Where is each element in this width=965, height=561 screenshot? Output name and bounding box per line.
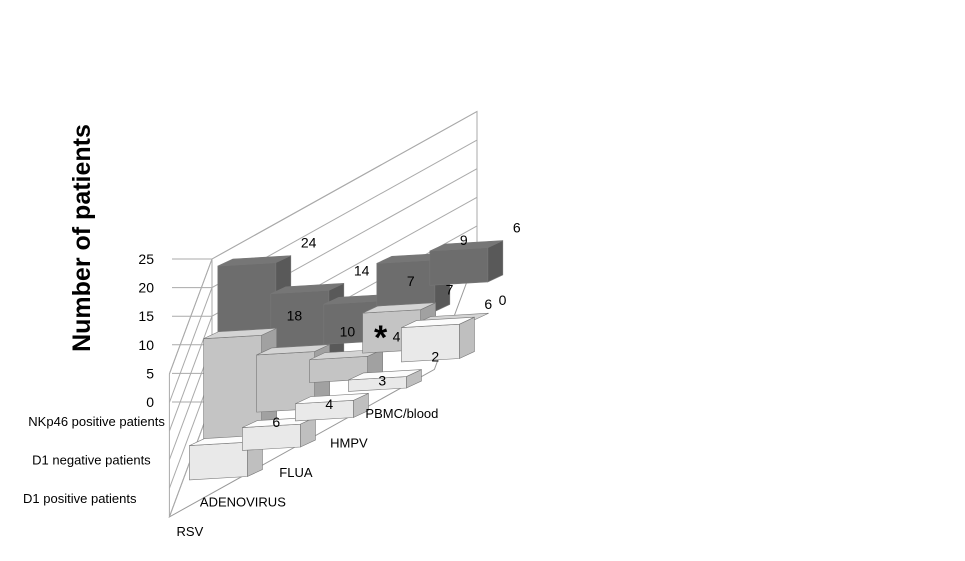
annotations: *	[374, 319, 388, 357]
bar-d1-positive-patients-flua	[295, 392, 369, 422]
data-label: 6	[513, 220, 521, 236]
data-label: 0	[499, 292, 507, 308]
data-label: 4	[393, 328, 401, 344]
side-gridline	[168, 258, 213, 375]
data-label: 3	[378, 372, 386, 388]
y-tick-label: 25	[138, 251, 154, 267]
gridline	[211, 111, 478, 260]
data-label: 18	[287, 307, 303, 323]
series-label-nkp46-positive-patients: NKp46 positive patients	[28, 414, 165, 429]
bars	[189, 240, 504, 481]
data-label: 7	[446, 282, 454, 298]
side-gridline	[168, 316, 213, 432]
bar-d1-positive-patients-adenovirus	[242, 416, 316, 451]
y-tick-label: 10	[138, 337, 154, 353]
side-gridline	[168, 287, 213, 403]
bar-d1-positive-patients-pbmc-blood	[401, 316, 475, 363]
data-label: 10	[340, 324, 356, 340]
category-label-hmpv: HMPV	[330, 436, 368, 451]
category-label-flua: FLUA	[279, 465, 313, 480]
y-tick-label: 20	[138, 280, 154, 296]
data-label: 9	[460, 232, 468, 248]
data-label: 24	[301, 235, 317, 251]
data-label: 4	[325, 396, 333, 412]
series-label-d1-negative-patients: D1 negative patients	[32, 452, 151, 467]
y-tick-label: 5	[146, 365, 154, 381]
data-label: 6	[484, 296, 492, 312]
series-labels: NKp46 positive patients D1 negative patie…	[23, 414, 165, 506]
data-label: 6	[272, 414, 280, 430]
bar-nkp46-positive-patients-pbmc-blood	[429, 240, 504, 286]
data-label: 14	[354, 262, 370, 278]
data-label: 7	[407, 273, 415, 289]
series-label-d1-positive-patients: D1 positive patients	[23, 491, 137, 506]
y-axis-label: Number of patients	[68, 124, 96, 352]
y-tick-label: 15	[138, 308, 154, 324]
category-label-pbmc-blood: PBMC/blood	[365, 406, 438, 421]
bar-d1-positive-patients-hmpv	[348, 369, 422, 392]
data-label: 2	[431, 349, 439, 365]
category-label-adenovirus: ADENOVIRUS	[200, 495, 286, 510]
y-axis-ticks: 0 5 10 15 20 25	[138, 251, 154, 410]
asterisk-annotation: *	[374, 319, 388, 357]
category-labels: RSV ADENOVIRUS FLUA HMPV PBMC/blood	[177, 406, 439, 539]
category-label-rsv: RSV	[177, 524, 204, 539]
y-tick-label: 0	[146, 394, 154, 410]
